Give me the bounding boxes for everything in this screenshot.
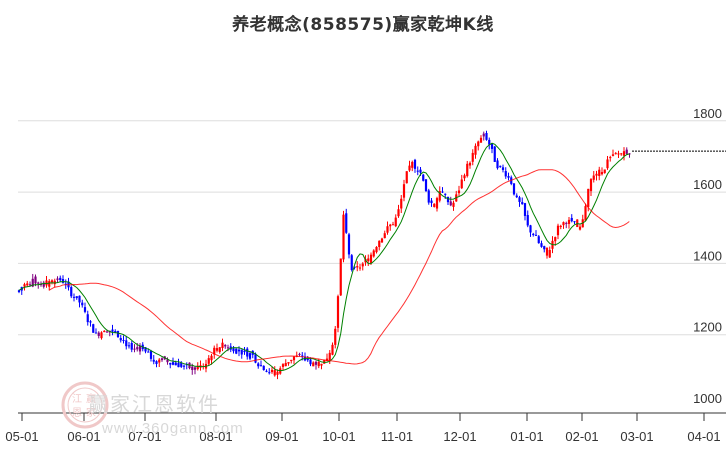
moving-average-lines <box>18 142 726 372</box>
x-tick-label: 11-01 <box>381 429 413 444</box>
x-tick-label: 12-01 <box>443 429 476 444</box>
x-tick-label: 02-01 <box>565 429 598 444</box>
y-tick-label: 1600 <box>693 177 722 192</box>
candlesticks <box>17 130 631 380</box>
short-ma-line <box>18 142 630 372</box>
y-tick-label: 1000 <box>693 391 722 406</box>
x-tick-label: 06-01 <box>67 429 100 444</box>
x-tick-label: 01-01 <box>510 429 543 444</box>
watermark-url: www.360gann.com <box>102 420 244 437</box>
x-tick-label: 03-01 <box>620 429 653 444</box>
long-ma-line <box>48 169 630 365</box>
y-tick-label: 1800 <box>693 106 722 121</box>
grid-lines <box>18 120 726 336</box>
axes: 1000 1200 1400 1600 1800 05-01 06-01 07-01 08-01… <box>5 106 726 444</box>
watermark-brand: 赢家江恩软件 <box>88 392 220 416</box>
chart-title: 养老概念(858575)赢家乾坤K线 <box>232 15 494 35</box>
x-tick-label: 05-01 <box>5 429 38 444</box>
x-tick-label: 09-01 <box>265 429 298 444</box>
x-tick-label: 07-01 <box>128 429 161 444</box>
y-tick-label: 1400 <box>693 248 722 263</box>
x-tick-label: 04-01 <box>687 429 720 444</box>
x-tick-label: 08-01 <box>199 429 232 444</box>
y-tick-label: 1200 <box>693 320 722 335</box>
x-tick-label: 10-01 <box>322 429 355 444</box>
